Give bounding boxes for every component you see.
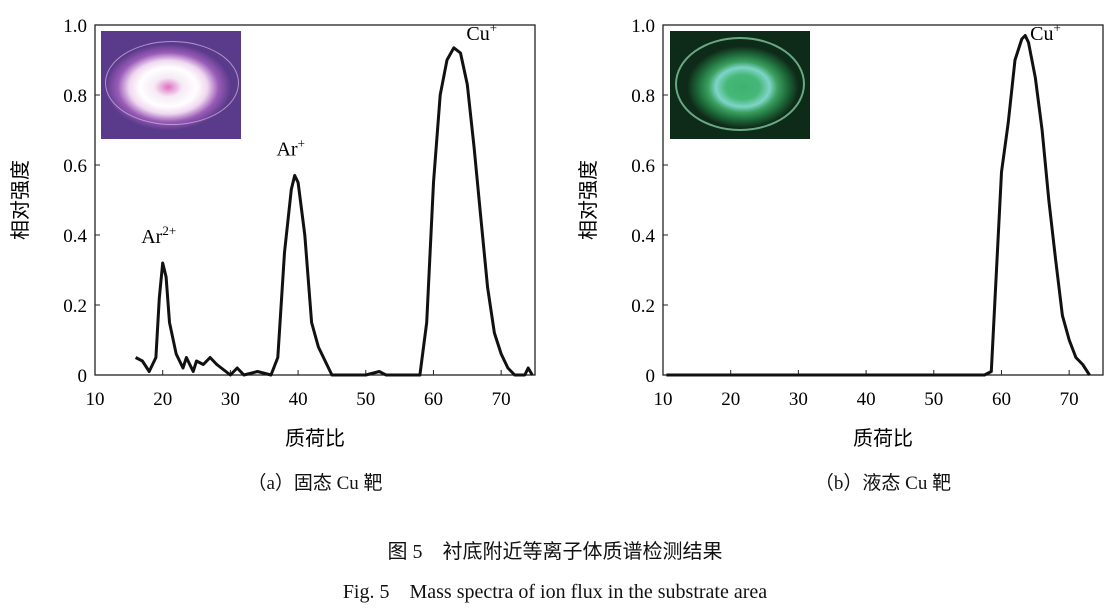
y-tick-label: 0.4: [63, 226, 87, 247]
x-tick-label: 50: [356, 389, 375, 410]
plot-frame: [94, 24, 536, 376]
x-axis-label: 质荷比: [285, 426, 345, 450]
y-tick-label: 0: [78, 366, 88, 387]
y-tick-label: 1.0: [631, 16, 655, 37]
y-tick-label: 0.6: [63, 156, 87, 177]
x-tick-label: 20: [721, 389, 740, 410]
peak-label: Ar2+: [141, 223, 176, 248]
y-tick-label: 0.8: [63, 86, 87, 107]
caption-b: （b）液态 Cu 靶: [814, 473, 952, 494]
peak-label: Cu+: [466, 20, 497, 45]
x-tick-label: 60: [992, 389, 1011, 410]
caption-a: （a）固态 Cu 靶: [247, 473, 383, 494]
x-tick-label: 70: [1060, 389, 1079, 410]
peak-label: Cu+: [1030, 20, 1061, 45]
x-tick-label: 70: [492, 389, 511, 410]
chart-b: 10 20 30 40 50 60 70 0 0.2 0.4 0.6 0.8 1.0 质荷比 相对强度 Cu+: [576, 16, 1104, 450]
figure-title-en: Fig. 5 Mass spectra of ion flux in the s…: [342, 581, 768, 603]
x-tick-label: 20: [153, 389, 172, 410]
x-tick-label: 30: [789, 389, 808, 410]
spectrum-line: [666, 34, 1091, 377]
x-tick-label: 10: [86, 389, 105, 410]
y-tick-label: 0.2: [631, 296, 655, 317]
y-tick-label: 0.4: [631, 226, 655, 247]
plasma-photo-inset-a: [101, 31, 241, 139]
x-tick-label: 60: [424, 389, 443, 410]
spectrum-line: [134, 46, 534, 377]
y-tick-label: 0: [646, 366, 656, 387]
peak-label: Ar+: [276, 136, 304, 161]
y-tick-label: 0.6: [631, 156, 655, 177]
x-tick-label: 40: [857, 389, 876, 410]
x-axis-label: 质荷比: [853, 426, 913, 450]
y-axis-label: 相对强度: [8, 160, 32, 240]
plasma-photo-inset-b: [670, 31, 810, 139]
x-tick-label: 50: [924, 389, 943, 410]
figure-title-cn: 图 5 衬底附近等离子体质谱检测结果: [387, 541, 723, 563]
chart-a: 10 20 30 40 50 60 70 0 0.2 0.4 0.6 0.8 1.0 质荷比 相对强度 Ar2…: [8, 16, 536, 450]
y-tick-label: 0.8: [631, 86, 655, 107]
y-tick-label: 1.0: [63, 16, 87, 37]
y-axis-label: 相对强度: [576, 160, 600, 240]
y-tick-label: 0.2: [63, 296, 87, 317]
x-tick-label: 30: [221, 389, 240, 410]
x-tick-label: 40: [289, 389, 308, 410]
x-tick-label: 10: [654, 389, 673, 410]
